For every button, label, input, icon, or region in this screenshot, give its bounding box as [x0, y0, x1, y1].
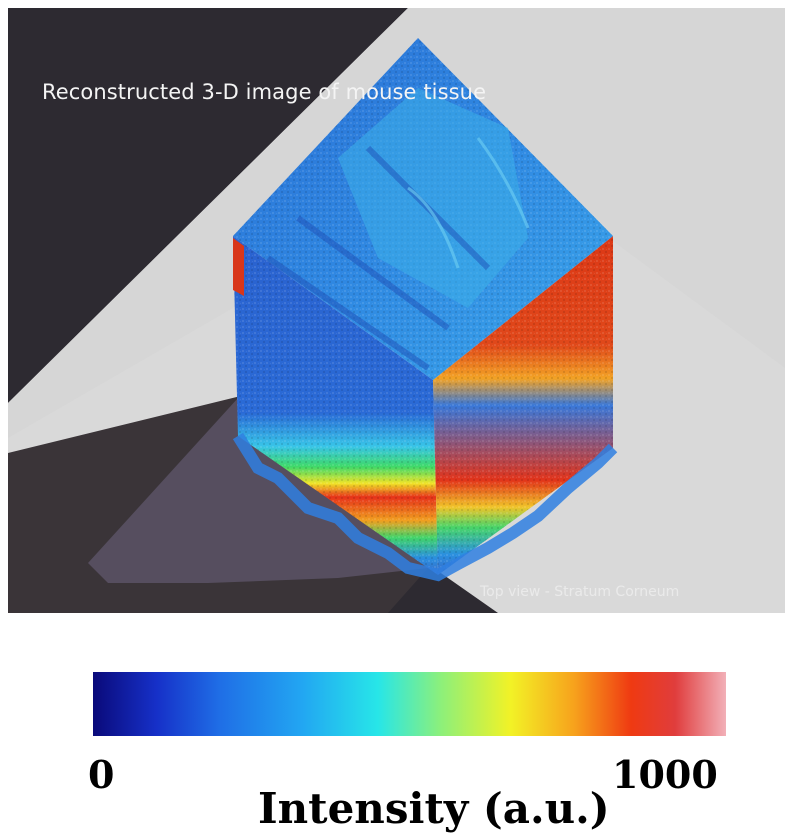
tissue-bottom-fringe — [232, 432, 618, 582]
tissue-right-texture — [433, 236, 613, 575]
tissue-left-texture — [233, 236, 438, 575]
tissue-3d-render — [8, 8, 785, 613]
tissue-left-edge-red — [233, 238, 244, 296]
imaging-plane-upper — [8, 8, 785, 438]
figure-caption: Top view - Stratum Corneum — [480, 584, 680, 600]
colorbar-min-label: 0 — [88, 752, 115, 797]
colorbar-max-label: 1000 — [612, 752, 718, 797]
colorbar-title: Intensity (a.u.) — [258, 784, 610, 833]
intensity-colorbar — [93, 672, 726, 736]
tissue-folds — [407, 137, 530, 269]
figure-title: Reconstructed 3-D image of mouse tissue — [42, 80, 487, 104]
